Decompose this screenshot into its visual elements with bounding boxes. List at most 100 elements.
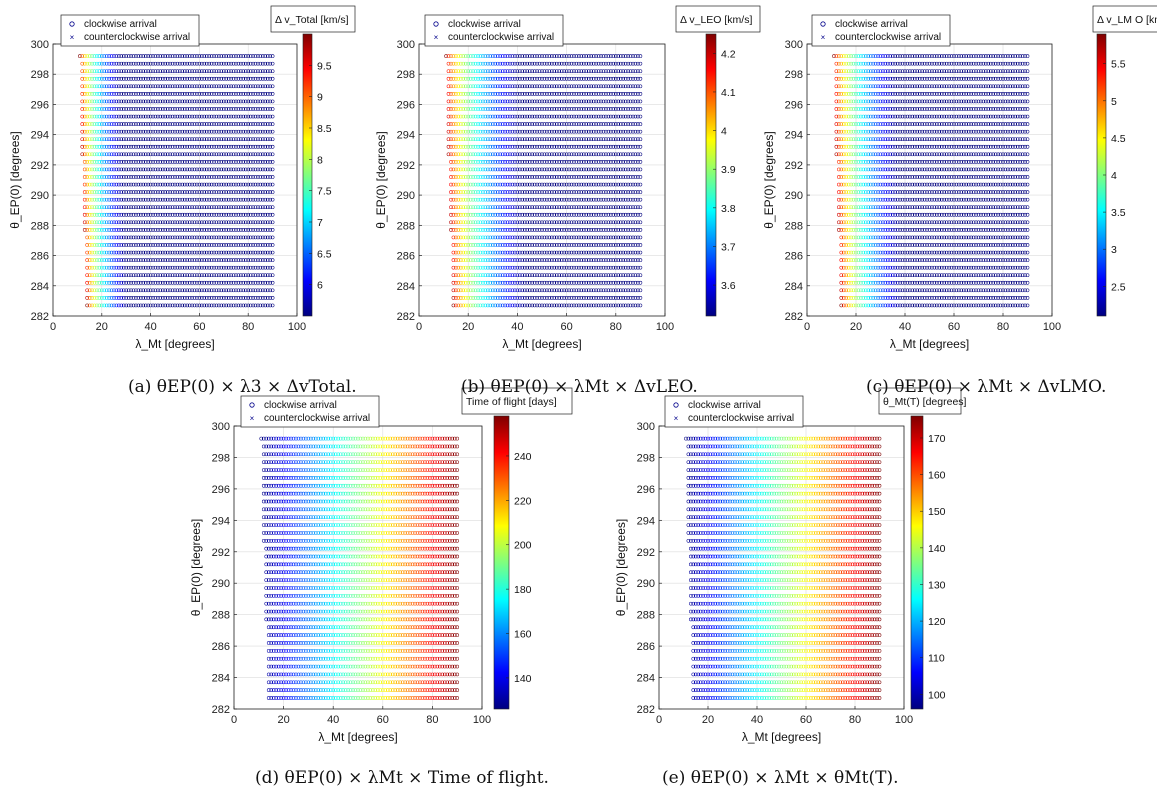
data-point	[202, 243, 207, 247]
data-point	[207, 190, 211, 194]
data-point	[141, 288, 146, 293]
data-point	[226, 152, 231, 157]
data-point	[251, 152, 255, 157]
data-point	[251, 144, 255, 149]
data-point	[156, 235, 160, 240]
data-point	[239, 190, 243, 194]
data-point	[121, 235, 126, 240]
data-point	[253, 175, 258, 179]
data-point	[236, 220, 241, 225]
data-point	[92, 167, 97, 172]
data-point	[207, 303, 211, 308]
x-tick-label: 80	[242, 321, 254, 333]
data-point	[263, 160, 268, 164]
data-point	[158, 167, 163, 172]
data-point	[136, 205, 141, 210]
data-point	[195, 144, 199, 149]
data-point	[217, 303, 221, 308]
data-point	[243, 212, 248, 217]
data-point	[141, 182, 146, 187]
data-point	[85, 182, 89, 187]
data-point	[236, 228, 241, 232]
data-point	[121, 182, 126, 187]
data-point	[168, 303, 172, 308]
data-point	[119, 220, 124, 225]
data-point	[251, 190, 255, 194]
data-point	[234, 190, 238, 194]
data-point	[114, 250, 119, 255]
data-point	[85, 280, 89, 285]
data-point	[139, 235, 143, 240]
data-point	[190, 265, 194, 270]
data-point	[158, 190, 163, 194]
data-point	[170, 303, 175, 308]
data-point	[124, 137, 129, 142]
data-point	[251, 273, 255, 278]
data-point	[129, 288, 133, 293]
data-point	[141, 273, 146, 278]
data-point	[212, 280, 216, 285]
data-point	[195, 152, 199, 157]
data-point	[270, 280, 275, 285]
data-point	[185, 280, 190, 285]
data-point	[104, 152, 109, 157]
data-point	[239, 175, 243, 179]
data-point	[256, 280, 260, 285]
data-point	[217, 235, 221, 240]
data-point	[143, 258, 148, 262]
data-point	[229, 144, 233, 149]
data-point	[95, 296, 99, 300]
data-point	[139, 160, 143, 164]
data-point	[151, 235, 155, 240]
data-point	[119, 175, 124, 179]
data-point	[221, 182, 226, 187]
data-point	[117, 303, 121, 308]
data-point	[217, 160, 221, 164]
data-point	[185, 220, 190, 225]
data-point	[168, 288, 172, 293]
data-point	[195, 243, 199, 247]
x-tick-label: 60	[193, 321, 205, 333]
data-point	[156, 182, 160, 187]
data-point	[95, 175, 99, 179]
data-point	[270, 296, 275, 300]
data-point	[212, 152, 216, 157]
data-point	[95, 288, 99, 293]
data-point	[165, 182, 170, 187]
data-point	[170, 182, 175, 187]
data-point	[163, 160, 168, 164]
data-point	[258, 160, 263, 164]
data-point	[170, 160, 175, 164]
data-point	[112, 228, 116, 232]
data-point	[131, 137, 136, 142]
data-point	[219, 182, 224, 187]
data-point	[236, 296, 241, 300]
data-point	[87, 265, 92, 270]
data-point	[180, 144, 185, 149]
data-point	[156, 296, 160, 300]
data-point	[270, 288, 275, 293]
data-point	[82, 144, 87, 149]
data-point	[265, 235, 270, 240]
data-point	[85, 288, 89, 293]
data-point	[243, 152, 248, 157]
data-point	[160, 280, 165, 285]
data-point	[226, 265, 231, 270]
data-point	[95, 144, 99, 149]
data-point	[204, 144, 209, 149]
data-point	[212, 258, 216, 262]
data-point	[124, 212, 129, 217]
data-point	[248, 296, 253, 300]
data-point	[178, 190, 182, 194]
data-point	[219, 280, 224, 285]
data-point	[268, 280, 272, 285]
colorbar-bar	[302, 33, 313, 317]
data-point	[212, 190, 216, 194]
data-point	[187, 288, 192, 293]
data-point	[95, 182, 99, 187]
data-point	[229, 197, 233, 202]
data-point	[121, 175, 126, 179]
data-point	[124, 258, 129, 262]
data-point	[256, 228, 260, 232]
data-point	[148, 205, 153, 210]
